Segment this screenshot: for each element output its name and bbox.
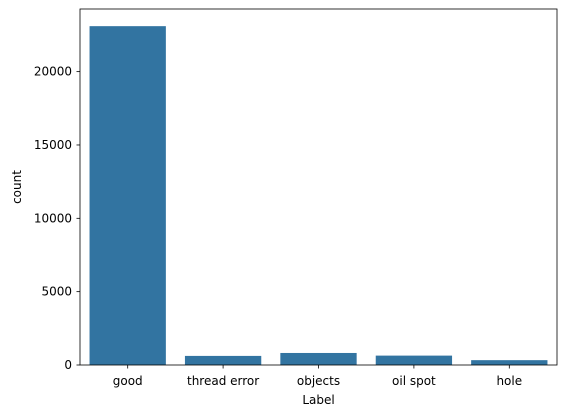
x-tick-label: good [113, 374, 143, 388]
y-axis-ticks: 0 5000 10000 15000 20000 [34, 65, 80, 372]
y-tick-label: 0 [64, 358, 72, 372]
bar-thread-error [184, 355, 262, 365]
y-tick-label: 5000 [41, 285, 72, 299]
y-tick-label: 15000 [34, 138, 72, 152]
bar-oil-spot [375, 355, 453, 365]
x-tick-label: objects [297, 374, 340, 388]
x-axis-label: Label [302, 393, 334, 407]
bar-good [89, 26, 166, 366]
y-tick-label: 20000 [34, 65, 72, 79]
x-tick-label: hole [496, 374, 522, 388]
bar-hole [471, 360, 548, 365]
y-axis-label: count [10, 170, 24, 204]
y-tick-label: 10000 [34, 211, 72, 225]
bar-objects [280, 352, 357, 365]
x-tick-label: thread error [187, 374, 259, 388]
plot-frame [79, 8, 558, 366]
x-axis-ticks: good thread error objects oil spot hole [113, 365, 522, 388]
x-tick-label: oil spot [392, 374, 436, 388]
bars-layer [89, 26, 548, 366]
